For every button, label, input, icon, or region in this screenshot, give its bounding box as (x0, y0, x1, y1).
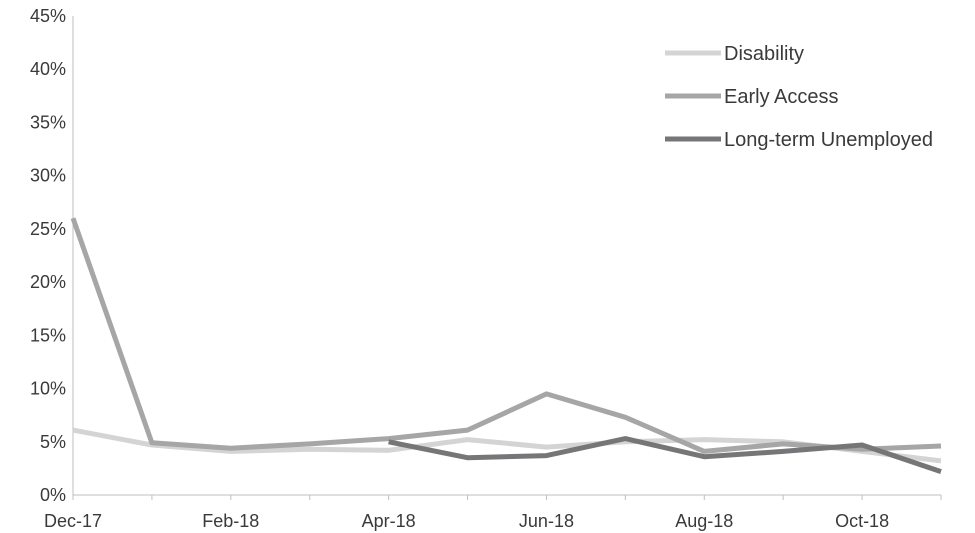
y-tick-label: 25% (30, 219, 66, 239)
series-lines (70, 217, 942, 474)
series-line-early-access (70, 217, 942, 454)
x-tick-label: Apr-18 (362, 511, 416, 531)
y-tick-label: 0% (40, 485, 66, 505)
y-tick-label: 5% (40, 432, 66, 452)
y-tick-label: 15% (30, 325, 66, 345)
legend-label: Disability (724, 43, 804, 65)
legend-label: Long-term Unemployed (724, 129, 933, 151)
y-tick-label: 10% (30, 379, 66, 399)
legend: Disability Early Access Long-term Unemploy… (665, 43, 933, 151)
x-tick-label: Feb-18 (202, 511, 259, 531)
x-tick-label: Oct-18 (835, 511, 889, 531)
x-tick-label: Dec-17 (44, 511, 102, 531)
y-tick-label: 40% (30, 59, 66, 79)
y-tick-label: 30% (30, 166, 66, 186)
y-tick-label: 35% (30, 112, 66, 132)
y-axis-tick-labels: 0% 5% 10% 15% 20% 25% 30% 35% 40% 45% (30, 6, 66, 505)
x-tick-label: Jun-18 (519, 511, 574, 531)
legend-label: Early Access (724, 86, 838, 108)
y-tick-label: 45% (30, 6, 66, 26)
y-tick-label: 20% (30, 272, 66, 292)
x-tick-label: Aug-18 (675, 511, 733, 531)
series-line-long-term-unemployed (388, 436, 942, 474)
x-axis-tick-labels: Dec-17 Feb-18 Apr-18 Jun-18 Aug-18 Oct-18 (44, 495, 942, 531)
